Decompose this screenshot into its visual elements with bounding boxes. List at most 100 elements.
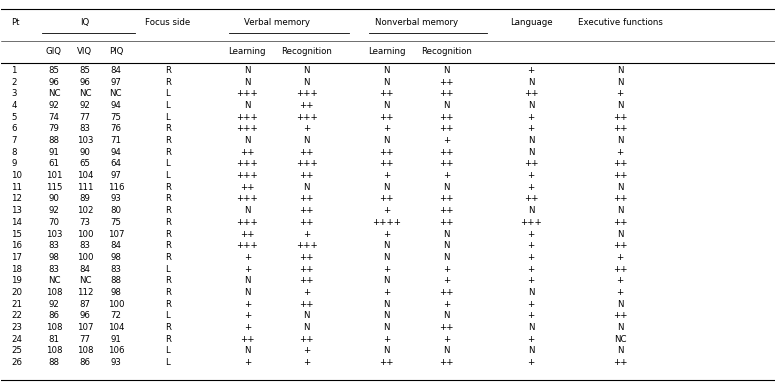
Text: 83: 83 [48, 241, 60, 250]
Text: +: + [383, 335, 390, 344]
Text: 94: 94 [110, 101, 121, 110]
Text: +++: +++ [296, 159, 317, 168]
Text: ++: ++ [439, 124, 454, 133]
Text: R: R [165, 66, 171, 75]
Text: 98: 98 [110, 253, 121, 262]
Text: 77: 77 [79, 113, 90, 122]
Text: 79: 79 [49, 124, 60, 133]
Text: R: R [165, 323, 171, 332]
Text: 93: 93 [110, 195, 121, 203]
Text: +++: +++ [237, 113, 258, 122]
Text: 18: 18 [12, 264, 23, 274]
Text: R: R [165, 253, 171, 262]
Text: ++: ++ [300, 195, 314, 203]
Text: ++: ++ [613, 218, 627, 227]
Text: +++: +++ [296, 89, 317, 98]
Text: NC: NC [78, 276, 91, 285]
Text: 65: 65 [79, 159, 90, 168]
Text: N: N [303, 66, 310, 75]
Text: PIQ: PIQ [109, 47, 123, 56]
Text: 86: 86 [79, 358, 90, 367]
Text: N: N [244, 136, 251, 145]
Text: ++: ++ [379, 358, 393, 367]
Text: 10: 10 [12, 171, 23, 180]
Text: 103: 103 [77, 136, 93, 145]
Text: 23: 23 [12, 323, 23, 332]
Text: 1: 1 [12, 66, 17, 75]
Text: 83: 83 [48, 264, 60, 274]
Text: Recognition: Recognition [282, 47, 332, 56]
Text: 70: 70 [48, 218, 60, 227]
Text: 93: 93 [110, 358, 121, 367]
Text: 94: 94 [110, 148, 121, 157]
Text: ++: ++ [300, 300, 314, 309]
Text: N: N [303, 183, 310, 192]
Text: L: L [165, 171, 170, 180]
Text: NC: NC [614, 335, 626, 344]
Text: +: + [528, 124, 535, 133]
Text: +++: +++ [237, 241, 258, 250]
Text: +: + [443, 136, 450, 145]
Text: +: + [244, 264, 251, 274]
Text: N: N [528, 346, 535, 356]
Text: N: N [244, 288, 251, 297]
Text: R: R [165, 195, 171, 203]
Text: Recognition: Recognition [421, 47, 473, 56]
Text: 21: 21 [12, 300, 23, 309]
Text: +++: +++ [237, 159, 258, 168]
Text: ++: ++ [613, 312, 627, 320]
Text: ++: ++ [379, 148, 393, 157]
Text: 112: 112 [77, 288, 93, 297]
Text: ++++: ++++ [372, 218, 401, 227]
Text: 108: 108 [46, 346, 62, 356]
Text: N: N [244, 346, 251, 356]
Text: 6: 6 [12, 124, 17, 133]
Text: ++: ++ [613, 264, 627, 274]
Text: 3: 3 [12, 89, 17, 98]
Text: 71: 71 [110, 136, 121, 145]
Text: 20: 20 [12, 288, 23, 297]
Text: N: N [383, 101, 390, 110]
Text: 90: 90 [79, 148, 90, 157]
Text: 108: 108 [46, 288, 62, 297]
Text: N: N [528, 136, 535, 145]
Text: N: N [444, 230, 450, 239]
Text: ++: ++ [240, 230, 255, 239]
Text: N: N [617, 323, 623, 332]
Text: R: R [165, 288, 171, 297]
Text: ++: ++ [613, 124, 627, 133]
Text: ++: ++ [613, 113, 627, 122]
Text: GIQ: GIQ [46, 47, 62, 56]
Text: 92: 92 [79, 101, 90, 110]
Text: R: R [165, 218, 171, 227]
Text: L: L [165, 89, 170, 98]
Text: ++: ++ [240, 335, 255, 344]
Text: N: N [617, 66, 623, 75]
Text: 103: 103 [46, 230, 62, 239]
Text: 100: 100 [108, 300, 124, 309]
Text: +: + [303, 358, 310, 367]
Text: L: L [165, 159, 170, 168]
Text: +: + [244, 300, 251, 309]
Text: N: N [528, 148, 535, 157]
Text: L: L [165, 264, 170, 274]
Text: N: N [383, 253, 390, 262]
Text: N: N [444, 183, 450, 192]
Text: R: R [165, 241, 171, 250]
Text: 4: 4 [12, 101, 17, 110]
Text: N: N [303, 136, 310, 145]
Text: ++: ++ [300, 218, 314, 227]
Text: N: N [383, 312, 390, 320]
Text: N: N [444, 241, 450, 250]
Text: N: N [617, 206, 623, 215]
Text: 92: 92 [49, 300, 60, 309]
Text: +: + [616, 148, 624, 157]
Text: 108: 108 [46, 323, 62, 332]
Text: 8: 8 [12, 148, 17, 157]
Text: 16: 16 [12, 241, 23, 250]
Text: ++: ++ [300, 148, 314, 157]
Text: 9: 9 [12, 159, 17, 168]
Text: NC: NC [47, 276, 61, 285]
Text: ++: ++ [439, 89, 454, 98]
Text: 15: 15 [12, 230, 23, 239]
